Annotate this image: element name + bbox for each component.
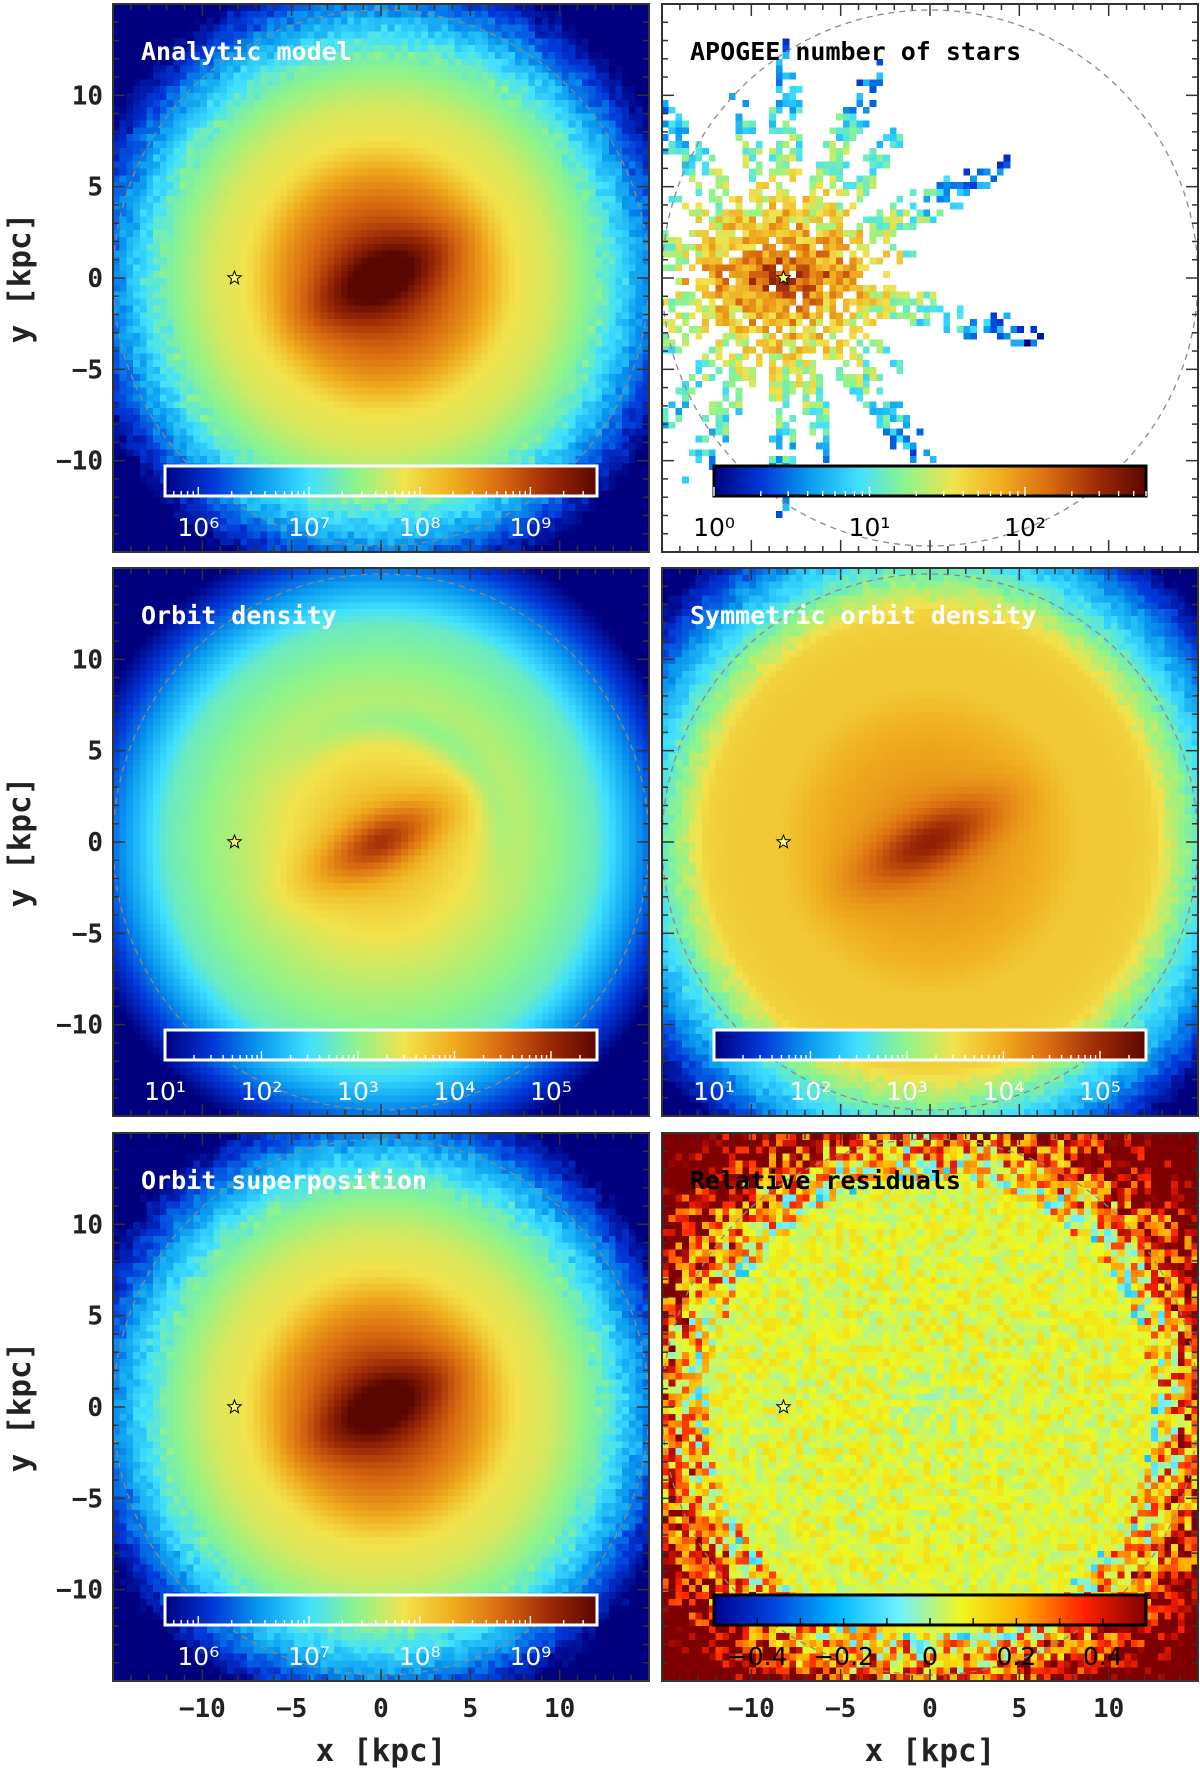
colorbar-tick-label: −0.4 (727, 1642, 788, 1671)
colorbar (712, 464, 1148, 498)
x-tick-label: −5 (276, 1694, 307, 1724)
colorbar-tick-label: 10³ (886, 1077, 928, 1106)
panel-title: Orbit superposition (141, 1166, 427, 1195)
x-tick-label: −10 (179, 1694, 226, 1724)
y-tick-label: −5 (72, 355, 103, 385)
x-axis-label: x [kpc] (865, 1733, 996, 1769)
y-tick-label: 10 (72, 1210, 103, 1240)
x-tick-label: −5 (825, 1694, 856, 1724)
colorbar-tick-label: 10⁸ (399, 1642, 441, 1671)
sun-star-marker (226, 833, 243, 849)
colorbar-tick-label: 0.2 (997, 1642, 1037, 1671)
colorbar (163, 1028, 599, 1062)
panel-title: Analytic model (141, 37, 352, 66)
heatmap-image (662, 568, 1198, 1116)
panel-orbit-superposition: −10 −5 0 5 10 y [kpc] −10 −5 0 5 10 x [kpc] Orbit su… (2, 1132, 650, 1769)
heatmap-image (113, 568, 649, 1116)
panel-analytic-model: −10 −5 0 5 10 y [kpc] Analytic model 10⁶ 10⁷ 10⁸ 1… (2, 3, 650, 553)
colorbar-tick-label: 0.4 (1083, 1642, 1123, 1671)
colorbar-tick-label: 10⁴ (983, 1077, 1025, 1106)
y-axis-label: y [kpc] (2, 1342, 38, 1473)
colorbar-tick-label: 10⁷ (288, 1642, 330, 1671)
colorbar-tick-label: 0 (922, 1642, 938, 1671)
colorbar (163, 464, 599, 498)
panel-title: Orbit density (141, 601, 337, 630)
panel-orbit-density: −10 −5 0 5 10 y [kpc] Orbit density 10¹ 10² 10³ 10… (2, 567, 650, 1117)
colorbar-tick-label: 10⁵ (1079, 1077, 1121, 1106)
panel-relative-residuals: −10 −5 0 5 10 x [kpc] Relative residuals −0.4 −0… (661, 1132, 1199, 1769)
panel-title: APOGEE number of stars (690, 37, 1021, 66)
sun-star-marker (775, 833, 792, 849)
heatmap-image (113, 4, 649, 552)
colorbar-tick-label: 10¹ (693, 1077, 735, 1106)
heatmap-image (662, 4, 1198, 552)
colorbar (712, 1028, 1148, 1062)
y-tick-label: 10 (72, 81, 103, 111)
panel-title: Relative residuals (690, 1166, 961, 1195)
colorbar-tick-label: 10⁴ (434, 1077, 476, 1106)
colorbar-tick-label: 10⁷ (288, 513, 330, 542)
y-tick-label: −5 (72, 919, 103, 949)
colorbar-tick-label: 10¹ (144, 1077, 186, 1106)
x-tick-label: 5 (463, 1694, 479, 1724)
y-tick-label: −10 (56, 1011, 103, 1041)
panel-symmetric-orbit-density: Symmetric orbit density 10¹ 10² 10³ 10⁴ 10⁵ (661, 567, 1199, 1117)
y-tick-label: 0 (87, 1393, 103, 1423)
y-tick-label: 0 (87, 828, 103, 858)
x-axis-label: x [kpc] (316, 1733, 447, 1769)
sun-star-marker (775, 269, 792, 285)
x-tick-label: 10 (544, 1694, 575, 1724)
colorbar-tick-label: 10² (241, 1077, 283, 1106)
colorbar-tick-label: 10³ (337, 1077, 379, 1106)
y-tick-label: −10 (56, 1576, 103, 1606)
colorbar-tick-label: 10² (790, 1077, 832, 1106)
y-tick-label: −5 (72, 1484, 103, 1514)
y-tick-label: 5 (87, 737, 103, 767)
x-tick-label: −10 (728, 1694, 775, 1724)
colorbar-tick-label: 10⁸ (399, 513, 441, 542)
colorbar-tick-label: −0.2 (813, 1642, 874, 1671)
colorbar-tick-label: 10⁶ (177, 1642, 219, 1671)
colorbar-tick-label: 10⁹ (509, 1642, 551, 1671)
heatmap-image (113, 1133, 649, 1681)
colorbar-tick-label: 10⁵ (530, 1077, 572, 1106)
colorbar-tick-label: 10² (1004, 513, 1046, 542)
colorbar (163, 1593, 599, 1627)
sun-star-marker (775, 1398, 792, 1414)
panel-apogee-number-of-stars: APOGEE number of stars 10⁰ 10¹ 10² (661, 3, 1199, 553)
y-tick-label: −10 (56, 447, 103, 477)
y-tick-label: 5 (87, 1302, 103, 1332)
x-tick-label: 0 (922, 1694, 938, 1724)
colorbar-tick-label: 10⁹ (509, 513, 551, 542)
sun-star-marker (226, 269, 243, 285)
heatmap-image (662, 1133, 1198, 1681)
colorbar-tick-label: 10⁰ (693, 513, 735, 542)
y-tick-label: 5 (87, 173, 103, 203)
y-axis-label: y [kpc] (2, 213, 38, 344)
y-tick-label: 0 (87, 264, 103, 294)
sun-star-marker (226, 1398, 243, 1414)
y-tick-label: 10 (72, 645, 103, 675)
panel-title: Symmetric orbit density (690, 601, 1036, 630)
y-axis-label: y [kpc] (2, 777, 38, 908)
colorbar-tick-label: 10⁶ (177, 513, 219, 542)
colorbar-tick-label: 10¹ (849, 513, 891, 542)
x-tick-label: 5 (1012, 1694, 1028, 1724)
x-tick-label: 10 (1093, 1694, 1124, 1724)
x-tick-label: 0 (373, 1694, 389, 1724)
